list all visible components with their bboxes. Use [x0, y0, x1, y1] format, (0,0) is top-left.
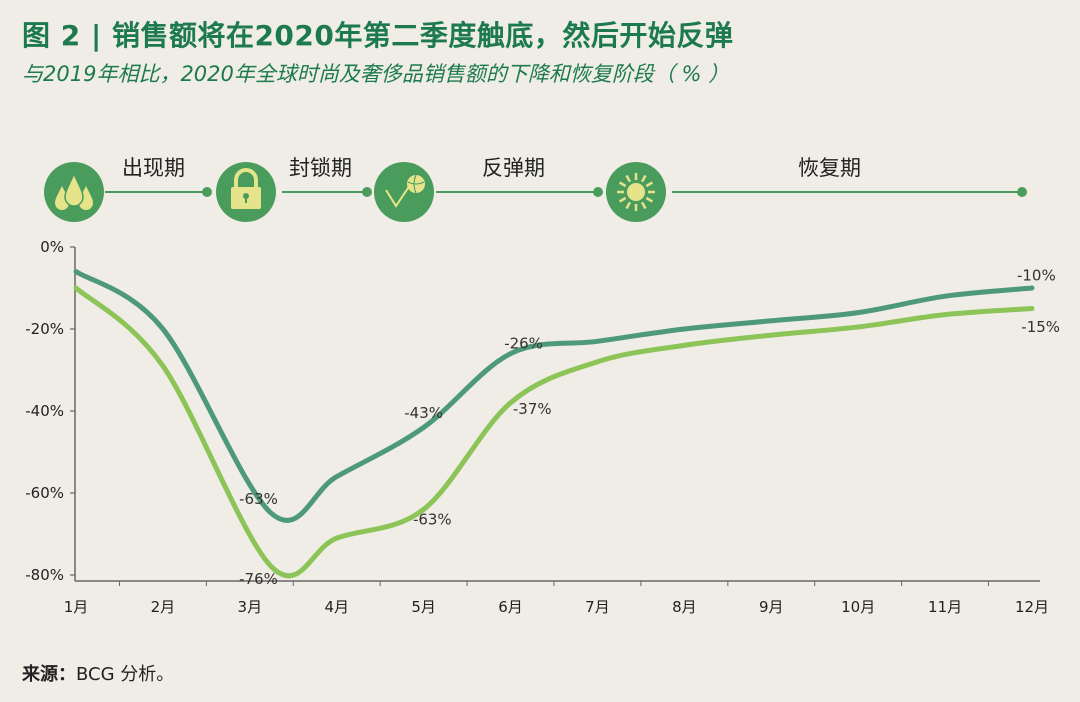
series-line-lower: [73, 285, 1035, 579]
series-layer: [73, 269, 1035, 579]
x-tick-label: 10月: [841, 598, 875, 616]
sun-icon: [606, 162, 666, 222]
sun-ray: [618, 181, 627, 188]
x-tick-label: 11月: [928, 598, 962, 616]
data-label: -63%: [239, 490, 278, 508]
x-tick-label: 12月: [1015, 598, 1049, 616]
data-label: -63%: [413, 511, 452, 529]
sun-ray: [640, 174, 647, 183]
chart-subtitle: 与2019年相比，2020年全球时尚及奢侈品销售额的下降和恢复阶段（ % ）: [22, 62, 730, 86]
data-label: -76%: [239, 570, 278, 588]
sun-ray: [645, 181, 654, 188]
x-tick-label: 2月: [151, 598, 176, 616]
timeline-dot: [593, 187, 603, 197]
source-text: BCG 分析。: [76, 664, 175, 685]
y-tick-label: -60%: [25, 484, 64, 502]
source-note: 来源：BCG 分析。: [22, 660, 174, 686]
x-tick-label: 3月: [238, 598, 263, 616]
padlock-icon: [216, 162, 276, 222]
series-line-upper: [73, 269, 1035, 523]
phase-label-rebound: 反弹期: [482, 156, 545, 180]
y-tick-label: 0%: [40, 238, 64, 256]
x-tick-label: 7月: [585, 598, 610, 616]
phase-label-recovery: 恢复期: [798, 156, 861, 180]
sun-ray: [640, 201, 647, 210]
chart-axes: 0% -20% -40% -60% -80%1月 2月 3月 4月 5月 6月 7月 8月 9月 10月 1…: [25, 238, 1049, 616]
sun-ray: [618, 196, 627, 203]
data-label: -15%: [1021, 318, 1060, 336]
timeline-dot: [362, 187, 372, 197]
x-tick-label: 8月: [672, 598, 697, 616]
x-tick-label: 6月: [498, 598, 523, 616]
y-tick-label: -20%: [25, 320, 64, 338]
chart-title: 图 2 | 销售额将在2020年第二季度触底，然后开始反弹: [22, 19, 734, 52]
y-tick-label: -80%: [25, 566, 64, 584]
data-label: -26%: [504, 334, 543, 352]
x-tick-label: 5月: [411, 598, 436, 616]
timeline-dot: [202, 187, 212, 197]
sun-ray: [625, 174, 632, 183]
bouncing-ball-icon: [374, 162, 434, 222]
source-label: 来源：: [22, 664, 76, 685]
y-tick-label: -40%: [25, 402, 64, 420]
phase-label-emergence: 出现期: [122, 156, 185, 180]
data-label: -43%: [404, 404, 443, 422]
data-label: -37%: [513, 400, 552, 418]
timeline-dot: [1017, 187, 1027, 197]
sun-ray: [625, 201, 632, 210]
phase-label-lockdown: 封锁期: [289, 156, 352, 180]
phase-timeline: 出现期 封锁期 反弹期 恢复期: [44, 156, 1027, 222]
water-drops-icon: [44, 162, 104, 222]
data-label: -10%: [1017, 267, 1056, 285]
x-tick-label: 9月: [759, 598, 784, 616]
x-tick-label: 1月: [64, 598, 89, 616]
data-labels-layer: -63% -76% -43% -63% -26% -37% -10% -15%: [239, 267, 1060, 588]
sun-ray: [645, 196, 654, 203]
x-tick-label: 4月: [324, 598, 349, 616]
